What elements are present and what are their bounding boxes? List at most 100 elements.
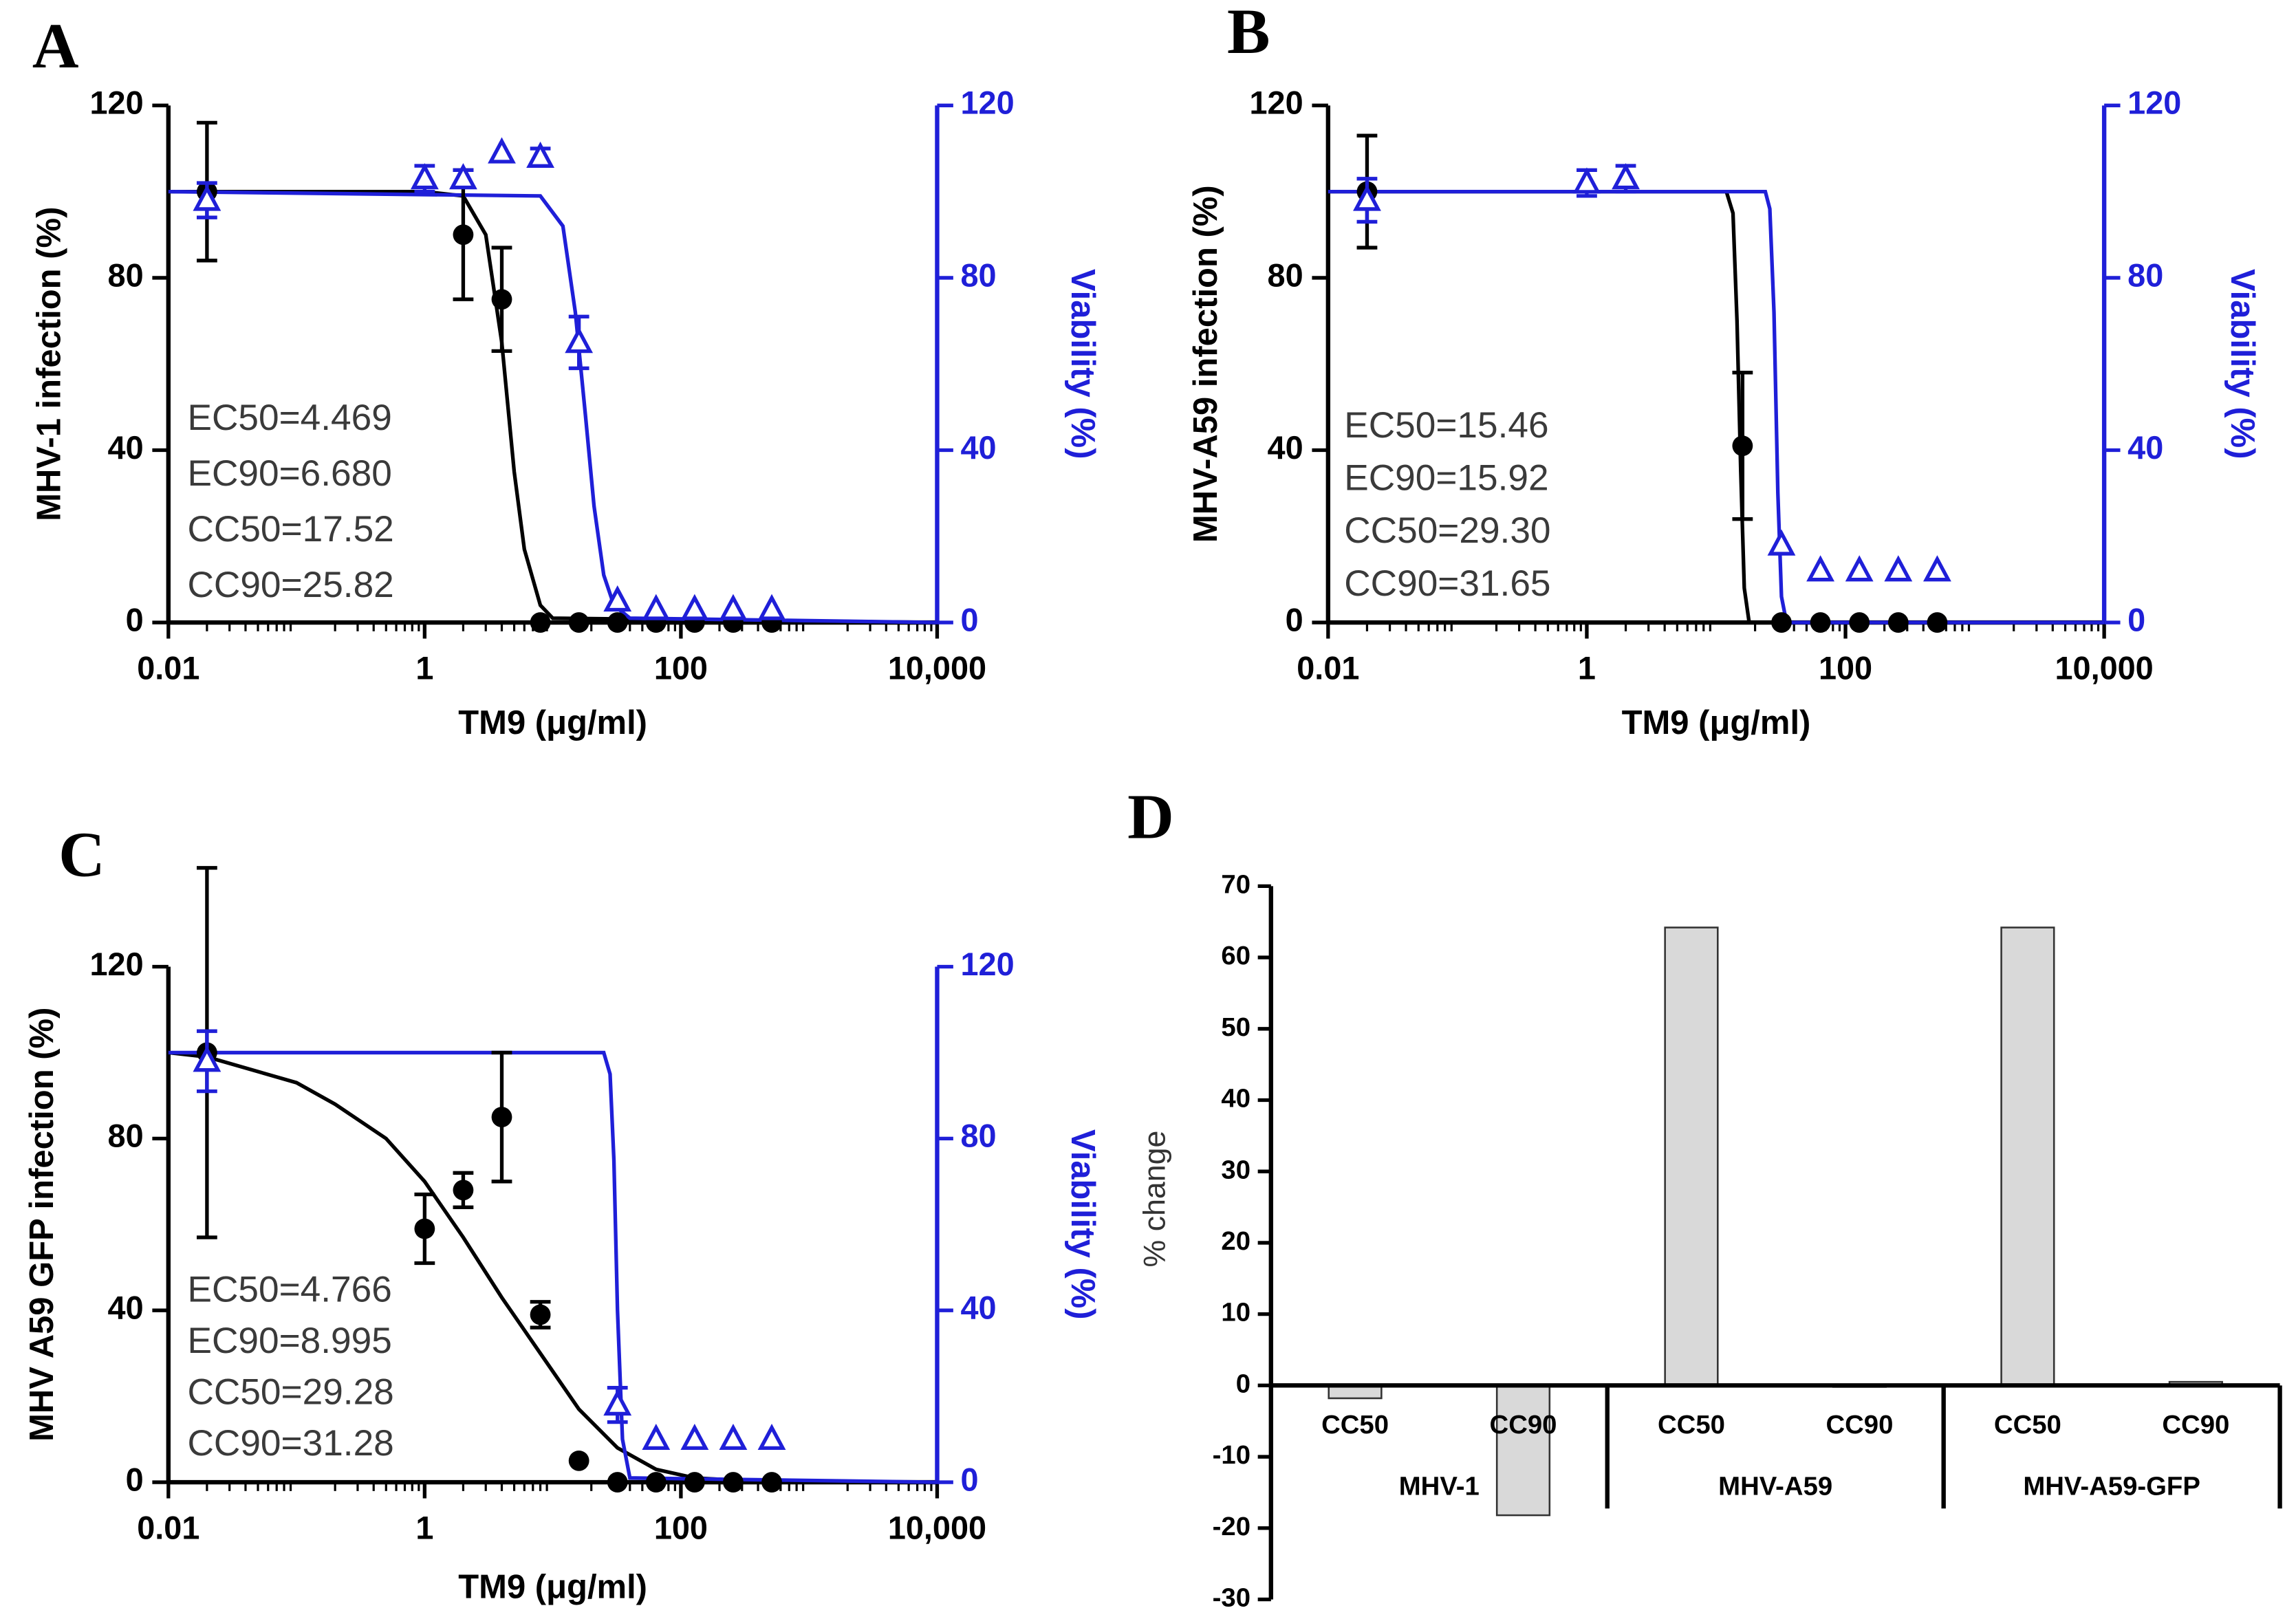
data-point: [193, 1045, 221, 1072]
y-tick-label: 50: [1221, 1012, 1250, 1042]
y-tick-label: 80: [108, 1118, 144, 1154]
x-tick-label: 1: [1578, 651, 1596, 686]
x-tick-label: 0.01: [1297, 651, 1359, 686]
data-point: [719, 594, 748, 620]
y2-tick-label: 40: [961, 430, 997, 466]
data-point: [642, 1423, 671, 1451]
data-point: [565, 327, 594, 354]
annotation: CC90=31.65: [1344, 563, 1550, 604]
y-tick-label: 120: [1250, 85, 1303, 121]
bar: [2000, 926, 2055, 1387]
y-tick-label: 40: [108, 430, 144, 466]
annotation: EC90=15.92: [1344, 458, 1548, 499]
x-axis-title: TM9 (μg/ml): [1622, 704, 1811, 741]
annotation: EC50=4.469: [187, 398, 391, 438]
y2-axis-title: Viability (%): [2224, 269, 2261, 459]
annotation: EC90=6.680: [187, 453, 391, 494]
data-point: [1806, 555, 1834, 582]
fit-curve: [168, 1050, 938, 1484]
annotation: CC50=29.28: [187, 1371, 393, 1412]
y-tick-label: 120: [89, 946, 143, 982]
data-point: [193, 184, 221, 211]
category-label: CC50: [1321, 1410, 1389, 1440]
data-point: [1887, 612, 1909, 633]
data-point: [1810, 612, 1831, 633]
data-point: [757, 1423, 786, 1451]
y-tick-label: -30: [1213, 1583, 1250, 1613]
annotation: CC90=25.82: [187, 565, 393, 605]
data-point: [607, 612, 628, 633]
data-point: [684, 1472, 705, 1493]
fit-curve: [168, 189, 938, 625]
data-point: [414, 1218, 435, 1239]
panel-letter: B: [1227, 0, 1270, 67]
data-point: [491, 1107, 512, 1128]
x-tick-label: 100: [654, 651, 708, 686]
y2-tick-label: 120: [961, 85, 1015, 121]
data-point: [410, 163, 439, 190]
bar: [1664, 926, 1719, 1387]
panel-letter: D: [1127, 781, 1174, 852]
y2-tick-label: 80: [961, 1118, 997, 1154]
x-axis-title: TM9 (μg/ml): [458, 1568, 647, 1605]
data-point: [530, 1304, 551, 1325]
group-label: MHV-A59: [1718, 1472, 1832, 1501]
data-point: [453, 1180, 474, 1201]
y-tick-label: 10: [1221, 1298, 1250, 1327]
y-tick-label: 40: [1221, 1084, 1250, 1114]
group-label: MHV-A59-GFP: [2023, 1472, 2200, 1501]
annotation: EC50=4.766: [187, 1269, 391, 1310]
y-axis-title: MHV-1 infection (%): [30, 207, 67, 521]
category-label: CC50: [1994, 1410, 2061, 1440]
y2-tick-label: 0: [961, 602, 979, 638]
x-tick-label: 10,000: [2055, 651, 2154, 686]
data-point: [607, 1472, 628, 1493]
data-point: [1353, 184, 1381, 211]
y-tick-label: 80: [1268, 257, 1303, 293]
data-point: [449, 163, 477, 190]
y-tick-label: 40: [108, 1290, 144, 1326]
bar: [1495, 1385, 1551, 1517]
data-point: [642, 594, 671, 620]
y-tick-label: 30: [1221, 1155, 1250, 1184]
y2-tick-label: 120: [961, 946, 1015, 982]
x-tick-label: 10,000: [888, 651, 986, 686]
y-tick-label: 0: [126, 602, 144, 638]
y-tick-label: 0: [1236, 1369, 1250, 1398]
y2-tick-label: 40: [2127, 430, 2163, 466]
x-tick-label: 10,000: [888, 1510, 986, 1546]
data-point: [1771, 612, 1792, 633]
y-tick-label: 20: [1221, 1226, 1250, 1256]
data-point: [603, 585, 632, 612]
panel-letter: C: [58, 820, 105, 891]
y-tick-label: 120: [89, 85, 143, 121]
x-tick-label: 100: [654, 1510, 708, 1546]
category-label: CC90: [1826, 1410, 1893, 1440]
y-tick-label: 60: [1221, 941, 1250, 970]
y-axis-title: MHV-A59 infection (%): [1187, 185, 1224, 543]
annotation: EC50=15.46: [1344, 405, 1548, 446]
data-point: [491, 289, 512, 310]
data-point: [1927, 612, 1948, 633]
y2-tick-label: 40: [961, 1290, 997, 1326]
data-point: [526, 141, 554, 168]
data-point: [1845, 555, 1874, 582]
data-point: [1923, 555, 1951, 582]
y-tick-label: -10: [1213, 1440, 1250, 1470]
panel-letter: A: [32, 11, 79, 82]
y-tick-label: 70: [1221, 869, 1250, 899]
data-point: [1884, 555, 1913, 582]
y-tick-label: 40: [1268, 430, 1303, 466]
x-tick-label: 100: [1819, 651, 1872, 686]
data-point: [1849, 612, 1870, 633]
category-label: CC90: [2162, 1410, 2229, 1440]
annotation: CC50=17.52: [187, 509, 393, 550]
x-tick-label: 1: [415, 1510, 433, 1546]
y2-tick-label: 80: [2127, 257, 2163, 293]
data-point: [1572, 167, 1601, 194]
category-label: CC90: [1490, 1410, 1557, 1440]
annotation: EC90=8.995: [187, 1321, 391, 1361]
data-point: [568, 1450, 589, 1471]
y2-tick-label: 0: [961, 1462, 979, 1497]
y2-axis-title: Viability (%): [1064, 269, 1101, 459]
